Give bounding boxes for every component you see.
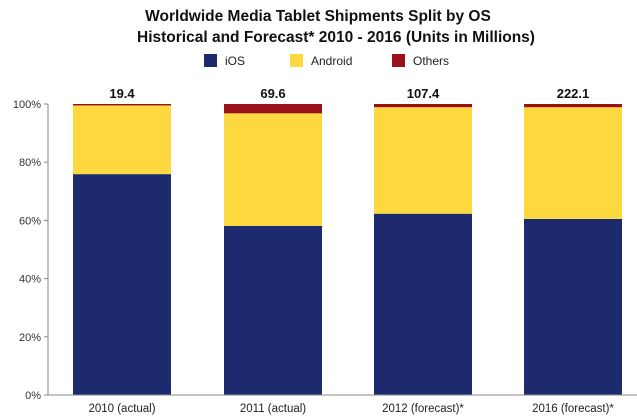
y-tick-label: 20%	[19, 332, 41, 344]
bar-segment-android	[73, 105, 171, 175]
x-tick-label: 2010 (actual)	[88, 403, 155, 415]
legend-swatch-others	[392, 54, 405, 67]
y-tick-label: 40%	[19, 274, 41, 286]
bar-segment-ios	[73, 174, 171, 395]
bar-segment-android	[524, 107, 622, 219]
legend: iOS Android Others	[204, 54, 449, 68]
chart-title: Worldwide Media Tablet Shipments Split b…	[145, 8, 491, 25]
legend-swatch-android	[290, 54, 303, 67]
bar-segment-ios	[374, 213, 472, 395]
x-axis: 2010 (actual) 2011 (actual) 2012 (forecast…	[48, 394, 637, 415]
chart-subtitle: Historical and Forecast* 2010 - 2016 (Un…	[137, 29, 535, 46]
y-tick-label: 60%	[19, 215, 41, 227]
y-tick-label: 100%	[13, 99, 41, 111]
bar-segment-others	[524, 104, 622, 108]
x-tick-label: 2012 (forecast)*	[382, 403, 464, 415]
legend-label-ios: iOS	[225, 54, 245, 68]
bar-total-label: 222.1	[557, 86, 590, 101]
bar-segment-others	[374, 104, 472, 108]
bar-segment-ios	[224, 225, 322, 395]
y-tick-label: 0%	[25, 390, 41, 402]
legend-label-android: Android	[311, 54, 352, 68]
bar-total-label: 19.4	[109, 86, 135, 101]
y-tick-label: 80%	[19, 157, 41, 169]
bar-segment-android	[374, 107, 472, 214]
legend-label-others: Others	[413, 54, 449, 68]
bars: 19.4 69.6 107.4 222.1	[73, 86, 622, 395]
bar-segment-others	[73, 104, 171, 106]
y-axis: 0% 20% 40% 60% 80% 100%	[13, 99, 49, 402]
bar-segment-ios	[524, 218, 622, 395]
legend-swatch-ios	[204, 54, 217, 67]
bar-segment-others	[224, 104, 322, 114]
x-tick-label: 2016 (forecast)*	[532, 403, 614, 415]
bar-total-label: 69.6	[260, 86, 285, 101]
x-tick-label: 2011 (actual)	[240, 403, 306, 415]
bar-total-label: 107.4	[407, 86, 440, 101]
bar-segment-android	[224, 113, 322, 226]
